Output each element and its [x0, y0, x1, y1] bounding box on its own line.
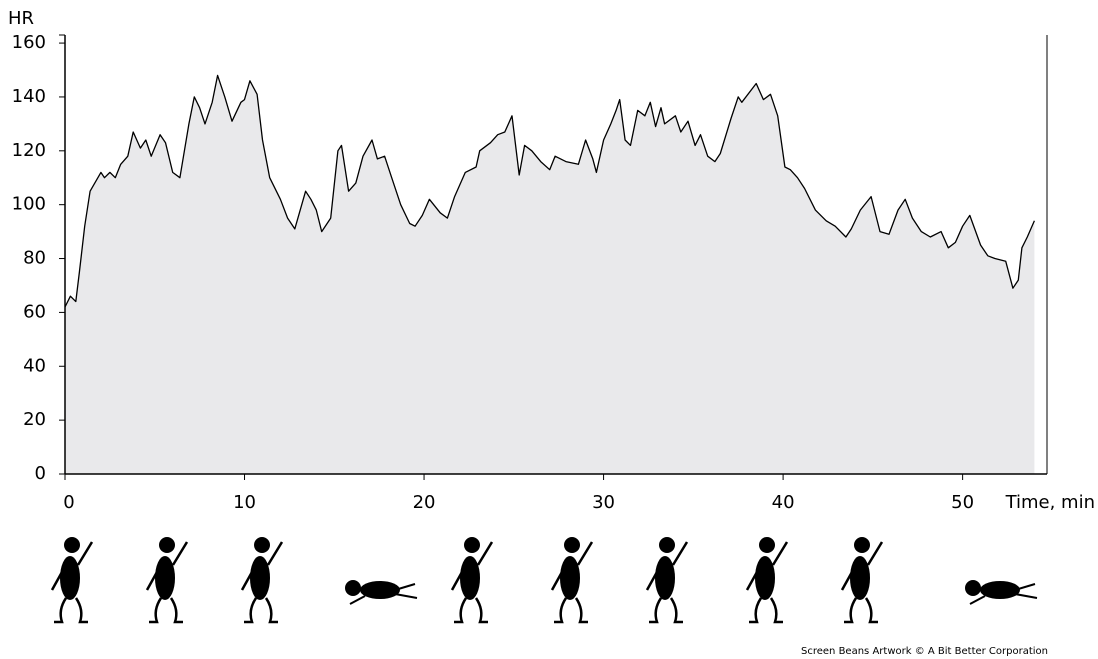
stick-figure — [747, 537, 787, 622]
x-axis-label: Time, min — [1005, 492, 1095, 513]
figure-head — [254, 537, 270, 553]
y-tick-label: 0 — [35, 463, 46, 484]
y-tick-label: 160 — [12, 32, 46, 53]
figure-head — [345, 580, 361, 596]
stick-figure — [647, 537, 687, 622]
figure-head — [64, 537, 80, 553]
stick-figure — [52, 537, 92, 622]
x-tick-label: 50 — [951, 492, 974, 513]
figure-body — [250, 556, 270, 600]
y-tick-label: 140 — [12, 86, 46, 107]
x-tick-label: 20 — [413, 492, 436, 513]
stick-figure — [452, 537, 492, 622]
figure-body — [60, 556, 80, 600]
stick-figure — [242, 537, 282, 622]
figure-body — [360, 581, 400, 599]
y-axis-label: HR — [8, 8, 34, 29]
y-tick-label: 60 — [23, 301, 46, 322]
figure-body — [460, 556, 480, 600]
x-tick-label: 40 — [772, 492, 795, 513]
x-tick-label: 30 — [592, 492, 615, 513]
figure-body — [980, 581, 1020, 599]
figure-body — [850, 556, 870, 600]
figure-body — [155, 556, 175, 600]
figure-head — [965, 580, 981, 596]
figures — [52, 537, 1037, 622]
figure-head — [659, 537, 675, 553]
x-tick-label: 10 — [233, 492, 256, 513]
y-tick-label: 120 — [12, 140, 46, 161]
area-fill — [65, 75, 1034, 474]
figure-head — [159, 537, 175, 553]
figure-body — [655, 556, 675, 600]
figure-head — [854, 537, 870, 553]
chart: HR Time, min Screen Beans Artwork © A Bi… — [0, 0, 1098, 659]
y-tick-label: 40 — [23, 355, 46, 376]
stick-figure — [552, 537, 592, 622]
figure-head — [564, 537, 580, 553]
x-tick-label: 0 — [63, 492, 74, 513]
y-tick-label: 20 — [23, 409, 46, 430]
figure-head — [759, 537, 775, 553]
y-tick-label: 80 — [23, 248, 46, 269]
stick-figure — [345, 580, 417, 604]
credit: Screen Beans Artwork © A Bit Better Corp… — [801, 646, 1048, 657]
figure-head — [464, 537, 480, 553]
figure-body — [560, 556, 580, 600]
figure-body — [755, 556, 775, 600]
stick-figure — [147, 537, 187, 622]
stick-figure — [842, 537, 882, 622]
y-tick-label: 100 — [12, 194, 46, 215]
stick-figure — [965, 580, 1037, 604]
